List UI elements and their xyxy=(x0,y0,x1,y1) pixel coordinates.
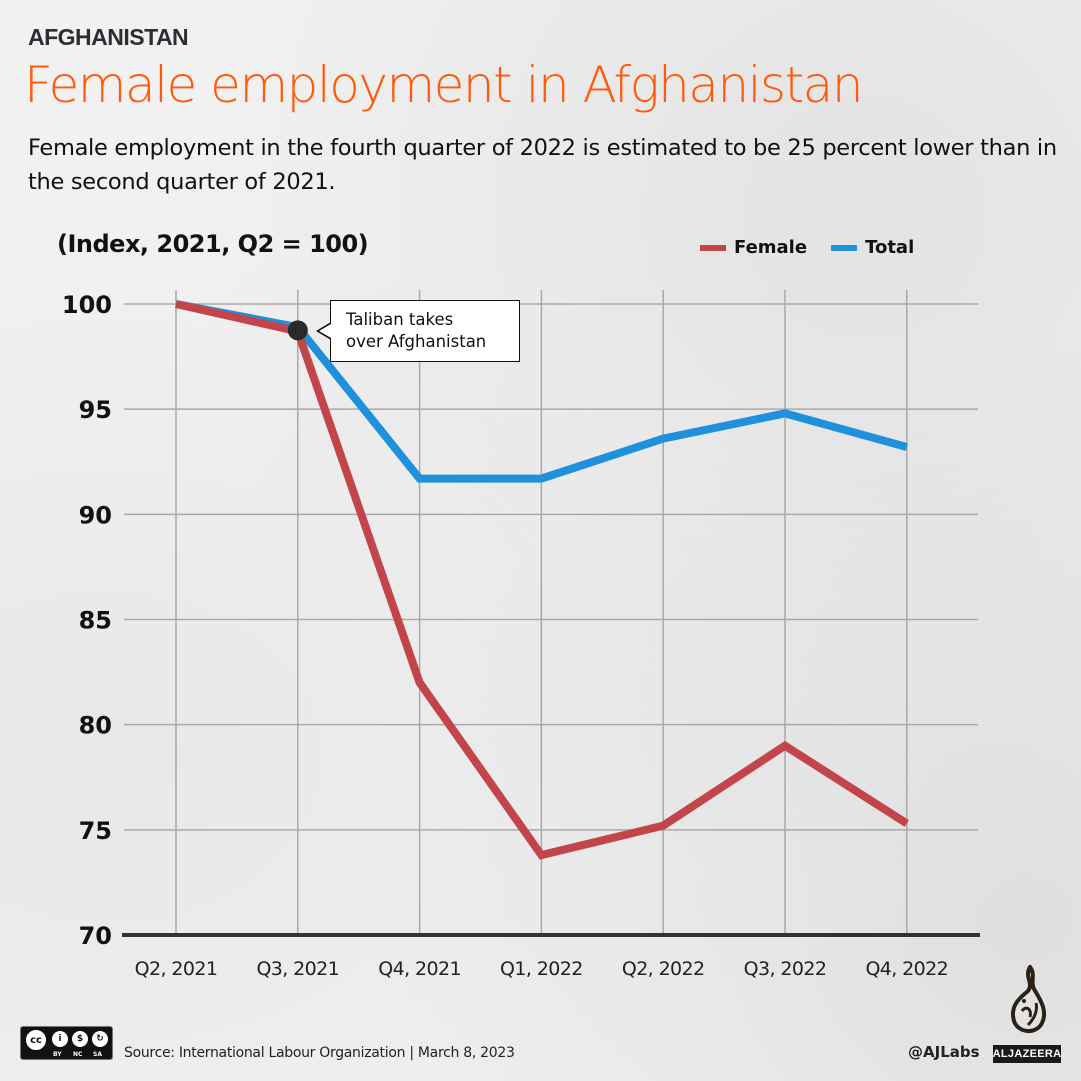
annotation-callout: Taliban takes over Afghanistan xyxy=(330,300,520,362)
legend-item-total: Total xyxy=(831,237,914,258)
x-tick-label: Q4, 2022 xyxy=(865,958,948,980)
source-note: Source: International Labour Organizatio… xyxy=(124,1045,515,1061)
aljazeera-wordmark: ALJAZEERA xyxy=(993,1045,1061,1063)
y-tick-label: 70 xyxy=(79,922,112,950)
x-tick-label: Q3, 2021 xyxy=(256,958,339,980)
legend-label: Total xyxy=(865,237,915,258)
y-tick-label: 90 xyxy=(79,501,112,529)
y-axis-title: (Index, 2021, Q2 = 100) xyxy=(57,230,369,258)
y-tick-label: 100 xyxy=(62,291,112,319)
cc-label-sa: SA xyxy=(93,1051,102,1058)
legend-item-female: Female xyxy=(700,237,807,258)
y-tick-label: 75 xyxy=(79,817,112,845)
nc-icon: $ xyxy=(70,1029,90,1049)
x-tick-label: Q1, 2022 xyxy=(500,958,583,980)
x-tick-label: Q3, 2022 xyxy=(744,958,827,980)
y-tick-label: 85 xyxy=(79,607,112,635)
page-title: Female employment in Afghanistan xyxy=(24,56,864,114)
subtitle: Female employment in the fourth quarter … xyxy=(28,135,1057,195)
x-tick-label: Q2, 2021 xyxy=(135,958,218,980)
x-axis-ticks: Q2, 2021 Q3, 2021 Q4, 2021 Q1, 2022 Q2, 2022… xyxy=(135,958,949,980)
sa-icon: ↻ xyxy=(90,1029,110,1049)
legend: Female Total xyxy=(700,237,914,258)
y-tick-label: 95 xyxy=(79,396,112,424)
by-icon: i xyxy=(50,1029,70,1049)
kicker: AFGHANISTAN xyxy=(28,24,189,50)
annotation-pointer-fill xyxy=(319,324,331,338)
cc-license-badge: cc i $ ↻ BY NC SA xyxy=(20,1026,113,1060)
legend-label: Female xyxy=(734,237,808,258)
aljazeera-logo-icon xyxy=(1011,965,1047,1033)
ajlabs-handle: @AJLabs xyxy=(908,1043,980,1061)
cc-label-nc: NC xyxy=(73,1051,83,1058)
annotation-line-2: over Afghanistan xyxy=(346,332,487,351)
legend-swatch-female xyxy=(700,244,726,251)
legend-swatch-total xyxy=(831,244,858,251)
annotation-marker xyxy=(287,320,308,341)
y-tick-label: 80 xyxy=(79,712,112,740)
y-axis-ticks: 100 95 90 85 80 75 70 xyxy=(62,291,112,950)
x-tick-label: Q2, 2022 xyxy=(622,958,705,980)
cc-label-by: BY xyxy=(53,1051,62,1058)
annotation-line-1: Taliban takes xyxy=(346,310,454,329)
cc-icon: cc xyxy=(24,1028,48,1052)
chart-grid xyxy=(122,290,980,937)
x-tick-label: Q4, 2021 xyxy=(378,958,461,980)
